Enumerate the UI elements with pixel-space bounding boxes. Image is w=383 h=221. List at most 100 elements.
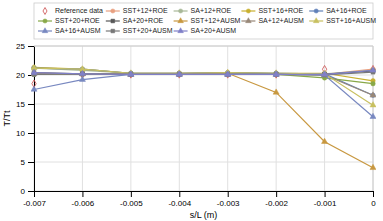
- grid-line-y: [34, 191, 373, 192]
- series-marker: [322, 72, 327, 77]
- series-marker: [79, 70, 85, 75]
- series-marker: [371, 65, 375, 72]
- series-marker: [274, 71, 279, 76]
- legend-label: SA+12+AUSM: [258, 17, 304, 24]
- series: [32, 66, 376, 76]
- y-axis-tick-label: 20: [16, 71, 25, 80]
- series-marker: [129, 71, 134, 76]
- y-axis-tick-label: 25: [16, 42, 25, 51]
- legend-label: SST+12+ROE: [123, 7, 168, 14]
- grid-line-x: [130, 46, 131, 191]
- series-marker: [128, 71, 134, 76]
- legend-swatch-marker: [314, 9, 318, 13]
- series-marker: [31, 69, 37, 74]
- y-axis-tick-mark: [28, 191, 34, 192]
- x-axis-tick-mark: [276, 191, 277, 197]
- y-axis-tick: 10: [16, 129, 34, 138]
- series-line: [34, 73, 373, 168]
- series-marker: [176, 71, 182, 76]
- series: [31, 67, 376, 76]
- plot-area: -0.007-0.006-0.005-0.004-0.003-0.002-0.0…: [16, 42, 376, 208]
- grid-line-x: [276, 46, 277, 191]
- legend-item: SA+20+AUSM: [174, 27, 237, 34]
- series-marker: [273, 71, 279, 76]
- legend-swatch-marker: [178, 28, 184, 33]
- series-marker: [322, 72, 327, 77]
- x-axis-tick-mark: [228, 191, 229, 197]
- series: [32, 65, 376, 83]
- series-line: [34, 74, 373, 116]
- series-marker: [322, 71, 327, 76]
- legend-swatch-marker: [246, 9, 250, 13]
- x-axis-tick-label: -0.006: [72, 199, 95, 208]
- series-marker: [274, 71, 278, 78]
- series-marker: [273, 89, 279, 94]
- x-axis-tick: -0.002: [265, 191, 288, 208]
- series-marker: [274, 72, 279, 77]
- legend: Reference data SST+12+ROE SA+12+ROE SST+16+…: [34, 3, 376, 39]
- series-marker: [177, 71, 182, 76]
- legend-item: SA+12+AUSM: [241, 17, 304, 24]
- legend-swatch-marker: [111, 19, 115, 23]
- x-axis-tick-mark: [179, 191, 180, 197]
- y-axis-tick-label: 10: [16, 129, 25, 138]
- x-axis-tick-label: -0.001: [314, 199, 337, 208]
- legend-swatch-marker: [178, 18, 184, 23]
- series: [31, 65, 376, 107]
- x-axis-tick: -0.005: [120, 191, 143, 208]
- legend-swatch-marker: [111, 9, 115, 13]
- series-marker: [31, 70, 37, 75]
- grid-line-x: [324, 46, 325, 191]
- x-axis-tick-mark: [325, 191, 326, 197]
- y-axis-tick-mark: [28, 162, 34, 163]
- y-axis: 0510152025: [16, 42, 34, 196]
- x-axis-tick: -0.001: [314, 191, 337, 208]
- series-marker: [129, 71, 134, 76]
- legend-frame: [34, 3, 373, 39]
- series-marker: [370, 92, 376, 97]
- series: [31, 70, 376, 97]
- series-marker: [129, 71, 134, 76]
- legend-item: Reference data: [43, 7, 103, 14]
- series-marker: [370, 164, 376, 169]
- series: [32, 65, 375, 87]
- y-axis-tick: 5: [21, 158, 34, 167]
- legend-label: SST+20+ROE: [55, 17, 100, 24]
- legend-swatch-marker: [111, 29, 115, 33]
- marks: [31, 65, 376, 170]
- series-marker: [273, 71, 279, 76]
- legend-label: Reference data: [55, 7, 103, 14]
- series-marker: [177, 71, 182, 76]
- y-axis-title: T/Tt: [2, 110, 12, 126]
- y-axis-tick-label: 5: [21, 158, 26, 167]
- legend-swatch-marker: [313, 18, 319, 23]
- y-axis-tick-mark: [28, 46, 34, 47]
- legend-item: SA+16+ROE: [309, 7, 367, 14]
- series-marker: [176, 71, 182, 76]
- legend-swatch-marker: [43, 8, 47, 15]
- x-axis: -0.007-0.006-0.005-0.004-0.003-0.002-0.0…: [23, 191, 376, 208]
- plot-frame-top: [34, 46, 373, 47]
- x-axis-tick: 0: [371, 191, 376, 208]
- x-axis-tick-label: -0.007: [23, 199, 46, 208]
- legend-label: SA+16+AUSM: [55, 27, 101, 34]
- x-axis-tick: -0.007: [23, 191, 46, 208]
- legend-item: SA+16+AUSM: [38, 27, 101, 34]
- legend-label: SA+12+ROE: [191, 7, 232, 14]
- x-axis-tick-mark: [373, 191, 374, 197]
- y-axis-tick-mark: [28, 133, 34, 134]
- legend-item: SST+16+ROE: [241, 7, 303, 14]
- y-axis-tick: 15: [16, 100, 34, 109]
- legend-item: SST+12+AUSM: [174, 17, 241, 24]
- x-axis-tick-label: -0.003: [217, 199, 240, 208]
- legend-item: SA+12+ROE: [174, 7, 232, 14]
- series: [32, 66, 376, 98]
- x-axis-tick-label: 0: [371, 199, 376, 208]
- legend-item: SA+20+ROE: [106, 17, 164, 24]
- grid-line-x: [179, 46, 180, 191]
- legend-item: SST+20+ROE: [38, 17, 100, 24]
- legend-swatch-marker: [43, 19, 47, 23]
- series-marker: [225, 71, 231, 76]
- legend-swatch-marker: [42, 28, 48, 33]
- series: [31, 70, 376, 170]
